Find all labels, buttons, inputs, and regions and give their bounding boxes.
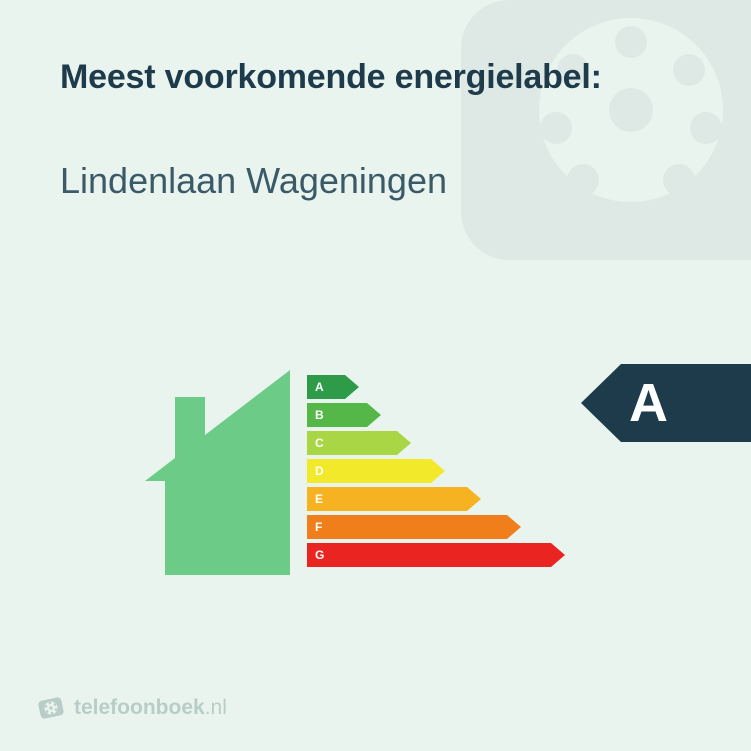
energy-bar-arrow (431, 459, 445, 483)
result-body: A (621, 364, 751, 442)
footer-brand: telefoonboek.nl (74, 696, 227, 720)
energy-bar-label: E (315, 487, 323, 511)
energy-bar-body (307, 487, 467, 511)
card-title: Meest voorkomende energielabel: (60, 58, 602, 97)
energy-label-card: Meest voorkomende energielabel: Lindenla… (0, 0, 751, 751)
energy-bar-label: A (315, 375, 324, 399)
footer-brand-bold: telefoonboek (74, 696, 205, 719)
result-label: A (581, 364, 751, 442)
card-subtitle: Lindenlaan Wageningen (60, 160, 447, 202)
energy-bar-body (307, 459, 431, 483)
energy-bar-arrow (345, 375, 359, 399)
energy-bar-arrow (467, 487, 481, 511)
result-letter: A (629, 376, 668, 430)
footer: telefoonboek.nl (38, 695, 227, 721)
energy-bar-arrow (507, 515, 521, 539)
energy-bar-body (307, 375, 345, 399)
energy-bar-arrow (551, 543, 565, 567)
energy-bar-label: C (315, 431, 324, 455)
energy-chart: ABCDEFG (155, 375, 615, 585)
house-icon (145, 365, 315, 585)
footer-logo-icon (36, 693, 67, 724)
energy-bar-label: B (315, 403, 324, 427)
footer-brand-light: .nl (205, 696, 227, 719)
watermark-icon (421, 0, 751, 360)
energy-bar-arrow (397, 431, 411, 455)
energy-bar-label: D (315, 459, 324, 483)
result-arrow (581, 364, 621, 442)
energy-bar-label: G (315, 543, 324, 567)
energy-bar-arrow (367, 403, 381, 427)
energy-bar-body (307, 515, 507, 539)
energy-bar-label: F (315, 515, 322, 539)
energy-bar-body (307, 543, 551, 567)
